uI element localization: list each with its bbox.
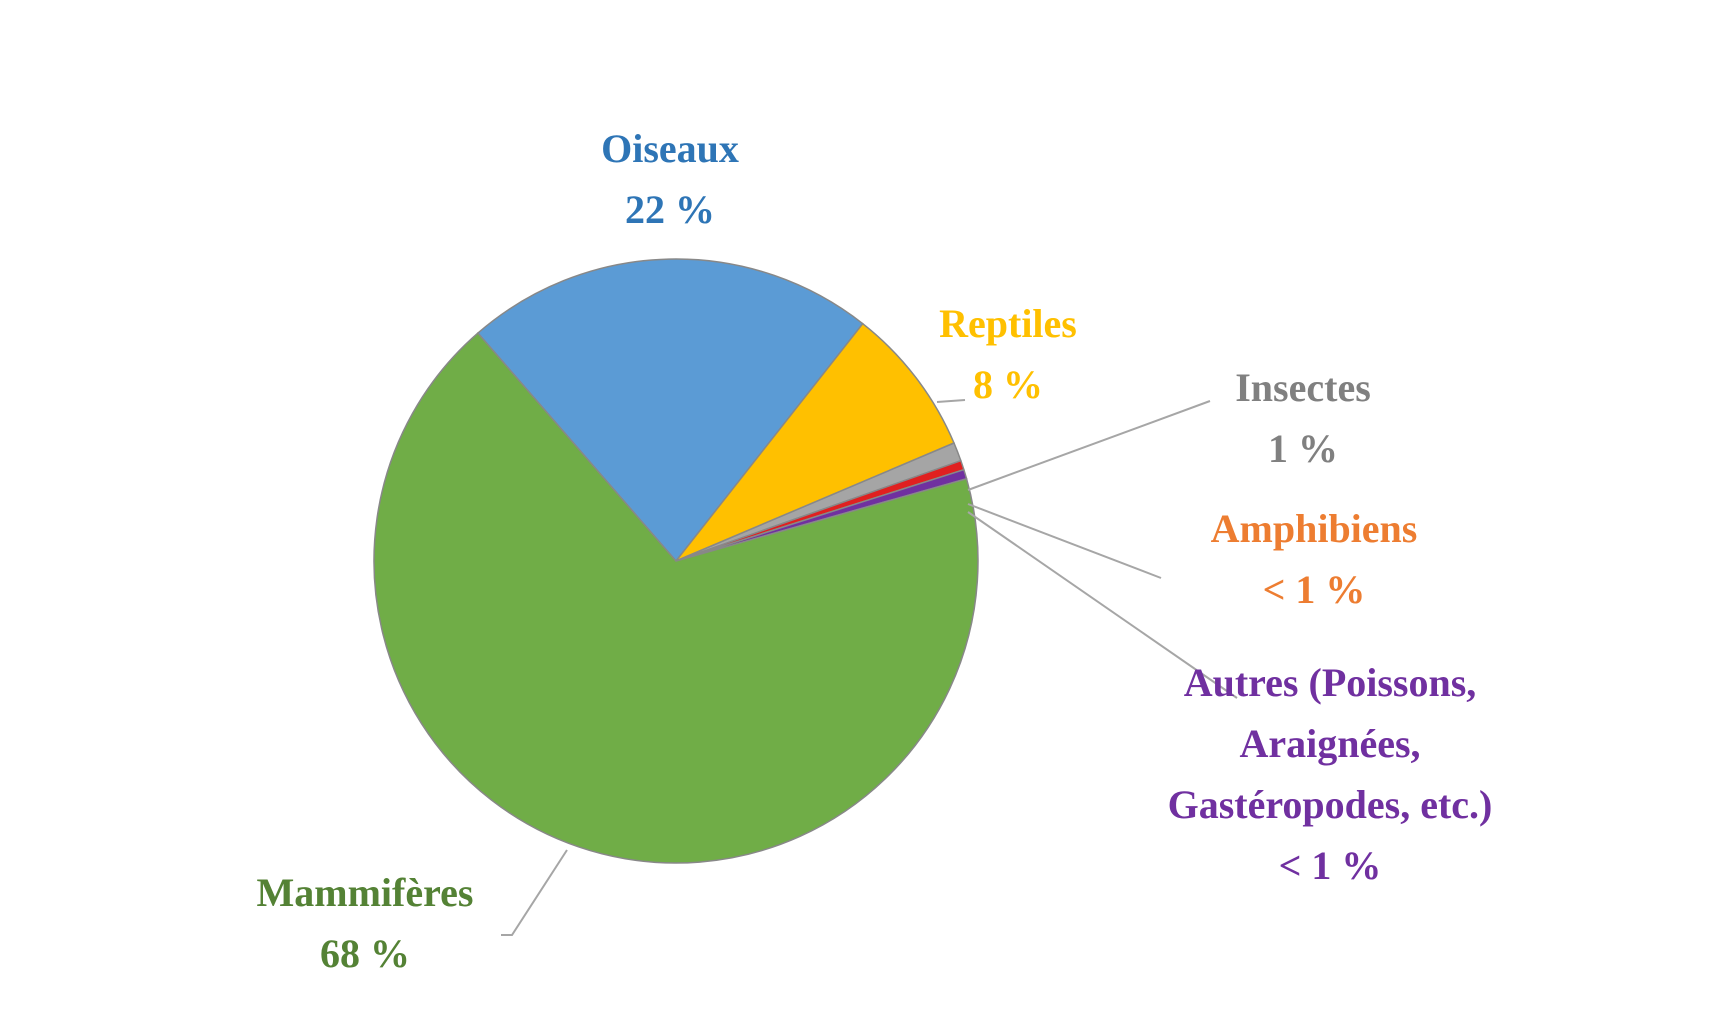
label-value: 22 % (625, 187, 715, 232)
pie-slice (476, 258, 864, 563)
label-name: Amphibiens (1210, 506, 1418, 551)
label-name: Mammifères (256, 870, 474, 915)
label-value: 8 % (973, 362, 1043, 407)
leader-line (967, 400, 1211, 491)
data-label: Oiseaux 22 % (520, 118, 820, 240)
label-value: 68 % (320, 931, 410, 976)
leader-line (967, 503, 1162, 579)
pie-slice (373, 332, 979, 864)
label-value: < 1 % (1278, 843, 1382, 888)
data-label: Mammifères 68 % (195, 862, 535, 984)
label-name: Autres (Poissons, Araignées, Gastéropode… (1167, 660, 1493, 827)
data-label: Amphibiens < 1 % (1144, 498, 1484, 620)
data-label: Reptiles 8 % (858, 293, 1158, 415)
data-label: Autres (Poissons, Araignées, Gastéropode… (1160, 652, 1500, 896)
label-name: Oiseaux (601, 126, 739, 171)
data-label: Insectes 1 % (1153, 357, 1453, 479)
leader-line (936, 399, 966, 403)
leader-line (967, 511, 1238, 699)
label-value: 1 % (1268, 426, 1338, 471)
label-value: < 1 % (1262, 567, 1366, 612)
label-name: Reptiles (939, 301, 1077, 346)
pie-slice (675, 322, 955, 562)
label-name: Insectes (1235, 365, 1371, 410)
leader-line (501, 849, 568, 936)
